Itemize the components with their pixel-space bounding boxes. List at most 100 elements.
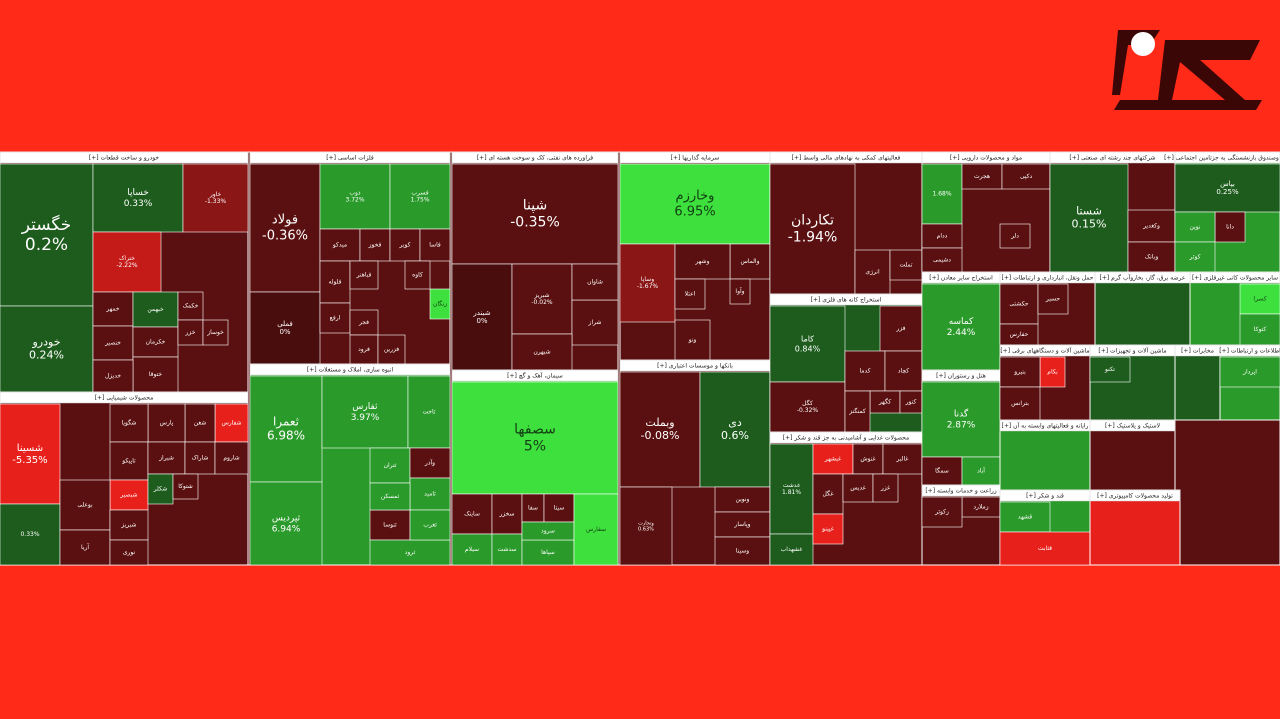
tile-label: وخارزم	[676, 189, 715, 204]
tile	[699, 371, 771, 488]
sector-title: [+] زراعت و خدمات وابسته	[925, 488, 996, 495]
tile	[1174, 241, 1216, 273]
tile-value: 0.25%	[1216, 188, 1239, 196]
tile	[812, 443, 854, 475]
tile-label: شبریز	[533, 292, 549, 299]
tile-label: شبریز	[120, 522, 136, 529]
tile-label: انرژی	[865, 269, 880, 276]
tile	[1001, 163, 1051, 190]
tile-value: 1.81%	[782, 489, 801, 496]
tile-label: فزرین	[384, 346, 399, 353]
tile	[714, 511, 771, 538]
tile-label: قثابت	[1038, 545, 1052, 552]
tile-label: غپینو	[821, 526, 834, 533]
tile-label: وساپا	[641, 276, 654, 283]
tile-label: وپاسار	[733, 521, 750, 528]
tile-label: بپاس	[1220, 180, 1235, 188]
sector-title: [+] مواد و محصولات دارویی	[950, 155, 1022, 162]
sector-header	[451, 369, 619, 382]
tile-label: نوری	[123, 549, 136, 556]
tile	[921, 163, 963, 225]
sector	[999, 419, 1091, 491]
sector-title: [+] محصولات شیمیایی	[95, 395, 154, 402]
tile-label: وآوا	[735, 286, 744, 295]
tile-label: ثرود	[405, 549, 416, 556]
tile	[999, 531, 1091, 566]
tile-label: شراز	[588, 319, 602, 326]
tile-label: کویر	[399, 242, 411, 249]
tile-label: وتجارت	[638, 521, 654, 527]
sector-title: [+] فراورده های نفتی، کک و سوخت هسته ای	[477, 155, 593, 162]
tile	[419, 228, 451, 262]
tile	[729, 278, 751, 305]
tile-label: ختراک	[119, 254, 135, 262]
sector-title: [+] رایانه و فعالیتهای وابسته به آن	[1002, 421, 1089, 430]
tile-label: خبهمن	[147, 306, 164, 313]
tile-value: 0%	[476, 317, 487, 325]
tile-label: وبانک	[1145, 254, 1159, 261]
tile	[1037, 283, 1069, 315]
tile	[132, 326, 179, 358]
tile-label: آباد	[977, 466, 985, 475]
tile	[619, 486, 673, 566]
tile-label: زنگان	[433, 300, 447, 308]
tile	[1174, 211, 1216, 243]
tile-value: 6.98%	[267, 429, 305, 443]
tile	[409, 447, 451, 479]
tile-label: کگل	[802, 399, 813, 407]
tile-label: شتوکا	[178, 483, 193, 490]
tile-label: بکام	[1047, 369, 1058, 376]
tile-label: غشهداب	[781, 546, 803, 553]
tile-value: 0.15%	[1072, 218, 1107, 231]
tile	[844, 390, 871, 433]
tile	[349, 260, 379, 290]
tile	[1127, 209, 1176, 243]
tile	[109, 539, 149, 566]
sector-title: [+] استخراج کانه های فلزی	[811, 297, 882, 304]
sector-title: [+] هتل و رستوران	[936, 373, 986, 380]
tile-label: هجرت	[974, 173, 990, 180]
tile-label: فملی	[277, 320, 293, 328]
tile-label: ثمسکن	[381, 493, 400, 500]
tile-label: غزر	[880, 485, 890, 492]
tile	[0, 305, 94, 393]
tile-label: شستا	[1076, 204, 1102, 217]
tile	[349, 309, 379, 336]
tile	[132, 291, 179, 328]
tile-label: کاما	[801, 335, 814, 344]
tile-label: غبشهر	[824, 456, 841, 463]
tile	[214, 403, 249, 443]
tile-label: فخوز	[368, 242, 382, 249]
tile-value: 0.63%	[638, 527, 654, 533]
tile-value: 3.72%	[345, 197, 364, 204]
tile-value: 6.94%	[272, 524, 301, 534]
tile-label: ثعمرا	[273, 414, 299, 429]
sector-title: [+] فعالیتهای کمکی به نهادهای مالی واسط	[792, 155, 901, 162]
sector-title: [+] بیمه وصندوق بازنشستگی به جزتامین اجت…	[1164, 154, 1280, 162]
sector-title: [+] مخابرات	[1181, 348, 1214, 355]
tile-label: فجر	[358, 319, 369, 326]
tile-label: حفارس	[1010, 331, 1029, 338]
tile-value: -0.08%	[641, 429, 680, 442]
tile-label: تکاردان	[791, 213, 834, 229]
tile-label: شکلر	[153, 486, 168, 493]
tile-label: ثپردیس	[272, 514, 301, 524]
tile-label: وشهر	[694, 258, 709, 265]
tile-label: سدشت	[497, 546, 516, 553]
sector-header	[1189, 271, 1280, 284]
sector-header	[1089, 419, 1176, 432]
tile	[872, 473, 899, 503]
tile-label: ثنوسا	[383, 522, 397, 529]
tile	[999, 356, 1041, 388]
tile-label: غدشت	[783, 482, 800, 489]
tile	[202, 319, 229, 346]
tile-label: سفا	[528, 505, 538, 512]
tile-value: 0%	[279, 328, 290, 336]
tile	[769, 533, 814, 566]
tile-label: زملارد	[973, 504, 988, 511]
tile-value: 2.87%	[947, 420, 976, 430]
tile-value: 3.97%	[351, 413, 380, 423]
tile-label: وسینا	[736, 548, 749, 555]
tile	[59, 479, 111, 531]
tile	[92, 231, 162, 293]
